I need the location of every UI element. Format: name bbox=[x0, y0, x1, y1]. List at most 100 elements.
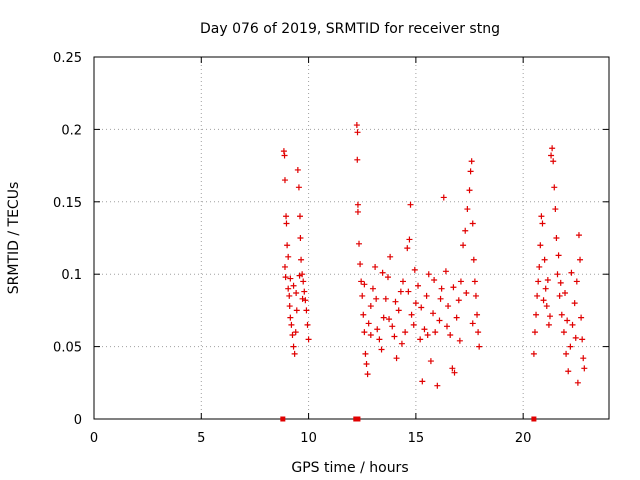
data-point bbox=[297, 213, 303, 220]
data-point bbox=[400, 278, 406, 285]
data-point bbox=[456, 337, 463, 344]
data-point bbox=[453, 314, 460, 321]
data-point bbox=[299, 295, 306, 302]
data-point bbox=[476, 343, 483, 350]
data-point bbox=[407, 201, 414, 208]
data-point bbox=[440, 194, 447, 201]
data-point bbox=[415, 282, 422, 289]
data-point bbox=[467, 168, 474, 175]
data-point bbox=[281, 263, 288, 270]
data-point bbox=[418, 304, 425, 311]
data-point bbox=[565, 368, 572, 375]
data-point bbox=[562, 290, 569, 297]
data-point bbox=[293, 290, 300, 297]
data-point bbox=[363, 360, 370, 367]
data-point bbox=[575, 232, 582, 239]
data-point bbox=[283, 213, 290, 220]
data-point bbox=[451, 369, 458, 376]
data-point bbox=[356, 240, 363, 247]
data-point bbox=[285, 253, 292, 260]
data-point bbox=[393, 355, 400, 362]
data-point bbox=[392, 298, 399, 305]
data-point bbox=[569, 321, 576, 328]
data-point bbox=[406, 236, 413, 243]
data-point bbox=[421, 326, 428, 333]
y-tick-labels: 0 0.05 0.1 0.15 0.2 0.25 bbox=[53, 51, 82, 428]
data-point bbox=[290, 282, 297, 289]
data-point bbox=[410, 321, 417, 328]
data-point bbox=[423, 292, 430, 299]
data-point bbox=[281, 177, 288, 184]
data-point bbox=[294, 166, 301, 173]
y-tick-label: 0.1 bbox=[61, 268, 82, 283]
data-point bbox=[411, 266, 418, 273]
x-tick-label: 0 bbox=[90, 431, 98, 446]
data-point bbox=[578, 314, 585, 321]
data-point bbox=[373, 295, 380, 302]
x-tick-label: 5 bbox=[197, 431, 205, 446]
data-point bbox=[535, 278, 542, 285]
zero-markers bbox=[280, 416, 537, 422]
data-point bbox=[436, 317, 443, 324]
data-point bbox=[431, 276, 438, 283]
data-point bbox=[389, 323, 396, 330]
data-point bbox=[557, 279, 564, 286]
data-point bbox=[286, 292, 293, 299]
data-point bbox=[474, 311, 481, 318]
data-point bbox=[571, 300, 578, 307]
y-tick-label: 0.05 bbox=[53, 341, 82, 356]
data-point bbox=[354, 156, 361, 163]
data-point bbox=[468, 158, 475, 165]
data-point bbox=[298, 256, 305, 263]
grid bbox=[94, 57, 609, 419]
x-axis-label: GPS time / hours bbox=[291, 460, 408, 476]
data-point bbox=[469, 220, 476, 227]
data-point bbox=[540, 297, 547, 304]
data-point bbox=[427, 358, 434, 365]
data-point bbox=[386, 316, 393, 323]
data-point bbox=[551, 184, 558, 191]
data-point bbox=[572, 334, 579, 341]
data-point bbox=[449, 365, 456, 372]
data-point bbox=[372, 263, 379, 270]
data-point bbox=[395, 307, 402, 314]
data-point bbox=[457, 278, 464, 285]
data-point bbox=[430, 310, 437, 317]
data-point bbox=[358, 278, 365, 285]
data-point bbox=[283, 220, 290, 227]
data-point bbox=[408, 311, 415, 318]
data-point bbox=[549, 145, 556, 152]
x-tick-label: 20 bbox=[515, 431, 532, 446]
data-point bbox=[417, 336, 424, 343]
data-point bbox=[354, 201, 361, 208]
data-point bbox=[545, 321, 552, 328]
data-point bbox=[397, 288, 404, 295]
data-point bbox=[541, 256, 548, 263]
data-point bbox=[360, 311, 367, 318]
chart-title: Day 076 of 2019, SRMTID for receiver stn… bbox=[200, 21, 500, 37]
data-point bbox=[369, 285, 376, 292]
data-point bbox=[295, 184, 302, 191]
data-point bbox=[300, 278, 307, 285]
data-point bbox=[305, 336, 312, 343]
data-point bbox=[281, 152, 288, 159]
data-point bbox=[472, 292, 479, 299]
data-point bbox=[359, 292, 366, 299]
y-tick-label: 0 bbox=[74, 413, 82, 428]
data-point bbox=[365, 320, 372, 327]
data-point bbox=[538, 213, 545, 220]
data-point bbox=[466, 187, 473, 194]
data-point bbox=[419, 378, 426, 385]
data-point bbox=[287, 314, 294, 321]
data-point bbox=[548, 152, 555, 159]
data-point bbox=[574, 379, 581, 386]
data-point bbox=[357, 261, 364, 268]
data-point bbox=[442, 268, 449, 275]
data-point bbox=[543, 303, 550, 310]
data-point bbox=[291, 350, 298, 357]
data-point bbox=[544, 276, 551, 283]
data-point bbox=[530, 350, 537, 357]
data-point bbox=[284, 242, 291, 249]
data-point bbox=[280, 148, 287, 155]
data-point bbox=[302, 297, 309, 304]
